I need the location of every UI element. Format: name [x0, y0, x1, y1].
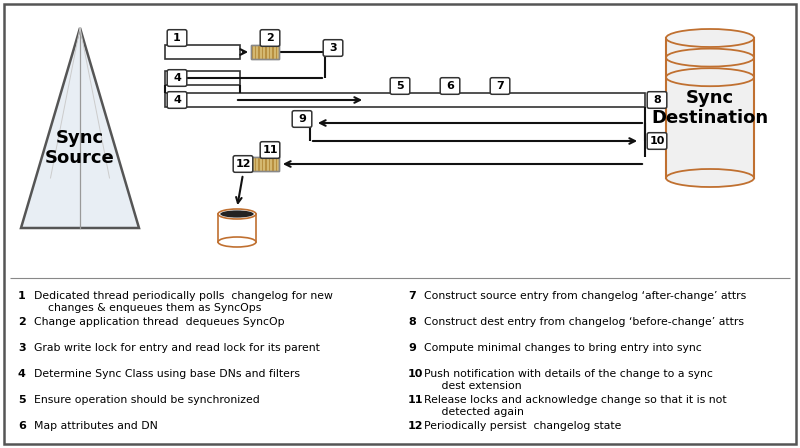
Bar [269, 157, 270, 171]
Ellipse shape [666, 29, 754, 47]
Bar [254, 45, 257, 59]
Text: Determine Sync Class using base DNs and filters: Determine Sync Class using base DNs and … [34, 369, 300, 379]
Bar [269, 45, 270, 59]
Text: 6: 6 [446, 81, 454, 91]
Text: 4: 4 [18, 369, 26, 379]
Text: 9: 9 [408, 343, 416, 353]
Text: 11: 11 [408, 395, 423, 405]
Text: 12: 12 [408, 421, 423, 431]
Text: 7: 7 [408, 291, 416, 301]
Bar [165, 45, 240, 59]
FancyBboxPatch shape [234, 156, 253, 172]
Bar [251, 45, 279, 59]
Text: 10: 10 [650, 136, 665, 146]
Text: Periodically persist  changelog state: Periodically persist changelog state [424, 421, 622, 431]
Text: Construct dest entry from changelog ‘before-change’ attrs: Construct dest entry from changelog ‘bef… [424, 317, 744, 327]
Text: 5: 5 [18, 395, 26, 405]
Bar [218, 214, 256, 242]
Ellipse shape [218, 237, 256, 247]
Bar [251, 45, 253, 59]
Text: 7: 7 [496, 81, 504, 91]
Text: 4: 4 [173, 73, 181, 83]
Bar [272, 157, 274, 171]
FancyBboxPatch shape [440, 78, 460, 94]
Bar [275, 45, 278, 59]
FancyBboxPatch shape [647, 92, 667, 108]
Bar [666, 38, 754, 178]
Text: 12: 12 [235, 159, 250, 169]
Text: Construct source entry from changelog ‘after-change’ attrs: Construct source entry from changelog ‘a… [424, 291, 746, 301]
Text: Sync
Source: Sync Source [45, 129, 115, 168]
Bar [275, 157, 278, 171]
FancyBboxPatch shape [390, 78, 410, 94]
Ellipse shape [218, 209, 256, 219]
Bar [262, 157, 263, 171]
Text: Change application thread  dequeues SyncOp: Change application thread dequeues SyncO… [34, 317, 285, 327]
Text: 8: 8 [653, 95, 661, 105]
Text: 10: 10 [408, 369, 423, 379]
Bar [251, 157, 279, 171]
Text: Sync
Destination: Sync Destination [651, 89, 769, 127]
Bar [265, 45, 267, 59]
Text: 9: 9 [298, 114, 306, 124]
Text: 1: 1 [18, 291, 26, 301]
FancyBboxPatch shape [292, 111, 312, 127]
Bar [272, 45, 274, 59]
Text: Push notification with details of the change to a sync
     dest extension: Push notification with details of the ch… [424, 369, 713, 391]
Bar [165, 93, 645, 107]
Text: Release locks and acknowledge change so that it is not
     detected again: Release locks and acknowledge change so … [424, 395, 726, 417]
Bar [165, 71, 240, 85]
Ellipse shape [666, 48, 754, 67]
Bar [251, 157, 279, 171]
Text: 5: 5 [396, 81, 404, 91]
Bar [262, 45, 263, 59]
FancyBboxPatch shape [167, 30, 186, 46]
Text: 3: 3 [329, 43, 337, 53]
FancyBboxPatch shape [260, 142, 280, 158]
Text: 8: 8 [408, 317, 416, 327]
Ellipse shape [666, 68, 754, 86]
Text: 11: 11 [262, 145, 278, 155]
Text: 2: 2 [18, 317, 26, 327]
Bar [251, 45, 279, 59]
Text: Map attributes and DN: Map attributes and DN [34, 421, 158, 431]
FancyBboxPatch shape [260, 30, 280, 46]
Text: Grab write lock for entry and read lock for its parent: Grab write lock for entry and read lock … [34, 343, 320, 353]
Text: 2: 2 [266, 33, 274, 43]
Text: 4: 4 [173, 95, 181, 105]
Bar [254, 157, 257, 171]
FancyBboxPatch shape [323, 40, 343, 56]
FancyBboxPatch shape [647, 133, 667, 149]
Text: 6: 6 [18, 421, 26, 431]
FancyBboxPatch shape [167, 92, 186, 108]
Text: Compute minimal changes to bring entry into sync: Compute minimal changes to bring entry i… [424, 343, 702, 353]
Bar [258, 157, 260, 171]
Bar [258, 45, 260, 59]
Text: Dedicated thread periodically polls  changelog for new
    changes & enqueues th: Dedicated thread periodically polls chan… [34, 291, 333, 313]
Text: Ensure operation should be synchronized: Ensure operation should be synchronized [34, 395, 260, 405]
FancyBboxPatch shape [490, 78, 510, 94]
Text: 1: 1 [173, 33, 181, 43]
FancyBboxPatch shape [4, 4, 796, 444]
FancyBboxPatch shape [167, 70, 186, 86]
Polygon shape [21, 28, 139, 228]
Bar [265, 157, 267, 171]
Ellipse shape [666, 169, 754, 187]
Text: 3: 3 [18, 343, 26, 353]
Bar [251, 157, 253, 171]
Ellipse shape [220, 211, 254, 218]
